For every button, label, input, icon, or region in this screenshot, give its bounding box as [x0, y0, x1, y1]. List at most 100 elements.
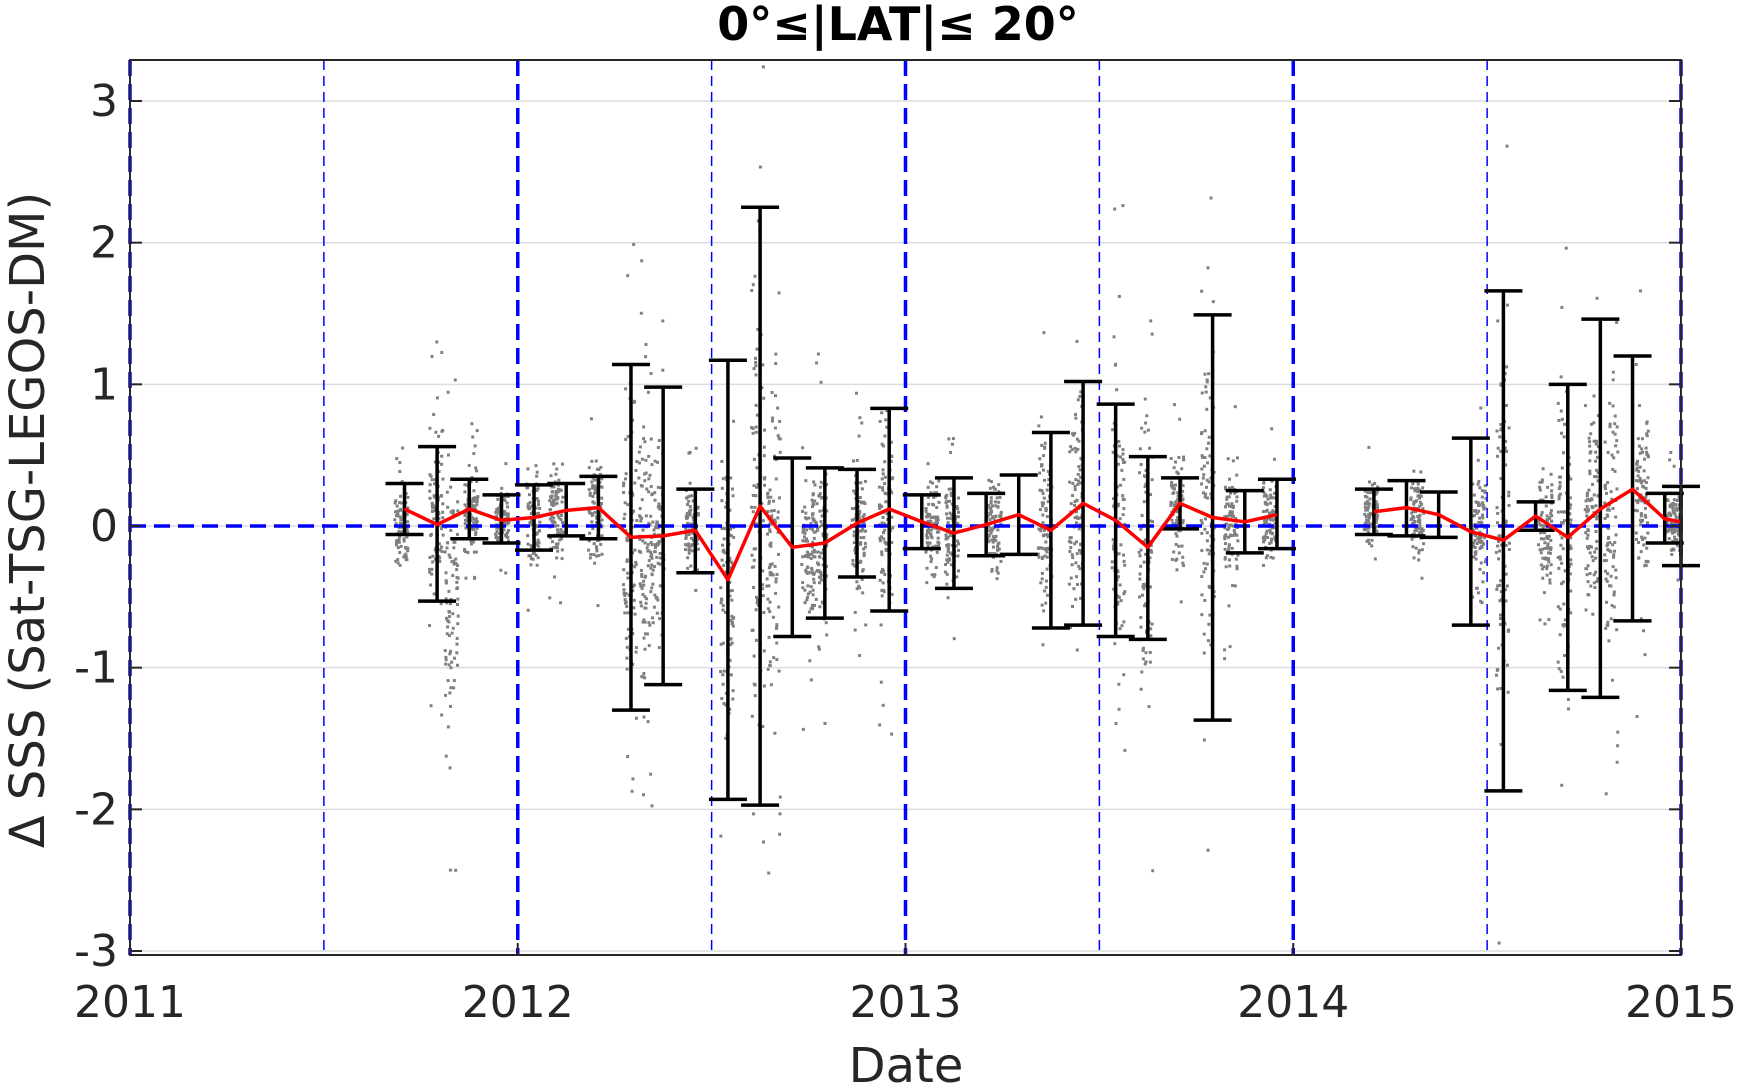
- x-axis-ticks: 2011 2012 2013 2014 2015: [74, 943, 1737, 1028]
- data-point: [1138, 572, 1142, 576]
- data-point: [1507, 503, 1511, 507]
- data-point: [754, 373, 758, 377]
- data-point: [444, 655, 448, 659]
- data-point: [778, 795, 782, 799]
- data-point: [1181, 561, 1185, 565]
- data-point: [535, 541, 539, 545]
- data-point: [724, 736, 728, 740]
- data-point: [1118, 627, 1122, 631]
- data-point: [1273, 504, 1277, 508]
- data-point: [802, 535, 806, 539]
- data-point: [1374, 500, 1378, 504]
- data-point: [587, 488, 591, 492]
- data-point: [650, 563, 654, 567]
- data-point: [497, 526, 501, 530]
- data-point: [1605, 491, 1609, 495]
- data-point: [772, 656, 776, 660]
- data-point: [1497, 540, 1501, 544]
- data-point: [1227, 504, 1231, 508]
- data-point: [1369, 491, 1373, 495]
- data-point: [550, 490, 554, 494]
- data-point: [851, 518, 855, 522]
- data-point: [812, 548, 816, 552]
- data-point: [890, 732, 894, 736]
- data-point: [754, 638, 758, 642]
- data-point: [1603, 516, 1607, 520]
- data-point: [1667, 537, 1671, 541]
- data-point: [651, 520, 655, 524]
- data-point: [1224, 487, 1228, 491]
- data-point: [1078, 468, 1082, 472]
- data-point: [1560, 521, 1564, 525]
- data-point: [925, 566, 929, 570]
- data-point: [1205, 562, 1209, 566]
- data-point: [1230, 514, 1234, 518]
- data-point: [1558, 555, 1562, 559]
- data-point: [811, 588, 815, 592]
- data-point: [1477, 480, 1481, 484]
- data-point: [444, 571, 448, 575]
- data-point: [730, 641, 734, 645]
- data-point: [446, 390, 450, 394]
- data-point: [989, 480, 993, 484]
- data-point: [447, 634, 451, 638]
- data-point: [1635, 509, 1639, 513]
- data-point: [448, 691, 452, 695]
- data-point: [1231, 504, 1235, 508]
- data-point: [554, 494, 558, 498]
- data-point: [817, 563, 821, 567]
- data-point: [1609, 550, 1613, 554]
- data-point: [1199, 519, 1203, 523]
- data-point: [1367, 445, 1371, 449]
- data-point: [946, 560, 950, 564]
- data-point: [1615, 439, 1619, 443]
- data-point: [1568, 512, 1572, 516]
- data-point: [1228, 512, 1232, 516]
- data-point: [1638, 497, 1642, 501]
- data-point: [1079, 481, 1083, 485]
- data-point: [444, 693, 448, 697]
- data-point: [719, 670, 723, 674]
- data-point: [928, 480, 932, 484]
- data-point: [1073, 488, 1077, 492]
- data-point: [535, 543, 539, 547]
- data-point: [1638, 476, 1642, 480]
- data-point: [435, 396, 439, 400]
- data-point: [1139, 625, 1143, 629]
- data-point: [719, 834, 723, 838]
- data-point: [1644, 564, 1648, 568]
- data-point: [762, 445, 766, 449]
- data-point: [1608, 584, 1612, 588]
- data-point: [930, 573, 934, 577]
- data-point: [1363, 521, 1367, 525]
- data-point: [770, 390, 774, 394]
- data-point: [429, 583, 433, 587]
- data-point: [720, 526, 724, 530]
- data-point: [1614, 515, 1618, 519]
- data-point: [506, 535, 510, 539]
- data-point: [751, 431, 755, 435]
- data-point: [1563, 618, 1567, 622]
- data-point: [1637, 404, 1641, 408]
- data-point: [652, 605, 656, 609]
- data-point: [926, 515, 930, 519]
- data-point: [631, 632, 635, 636]
- data-point: [1585, 510, 1589, 514]
- data-point: [538, 506, 542, 510]
- data-point: [592, 542, 596, 546]
- data-point: [405, 535, 409, 539]
- data-point: [650, 586, 654, 590]
- data-point: [1550, 483, 1554, 487]
- data-point: [1150, 332, 1154, 336]
- data-point: [644, 597, 648, 601]
- data-point: [1636, 501, 1640, 505]
- data-point: [1205, 485, 1209, 489]
- data-point: [770, 571, 774, 575]
- data-point: [399, 501, 403, 505]
- data-point: [863, 545, 867, 549]
- data-point: [1592, 421, 1596, 425]
- data-point: [883, 460, 887, 464]
- data-point: [624, 437, 628, 441]
- data-point: [935, 520, 939, 524]
- data-point: [1612, 456, 1616, 460]
